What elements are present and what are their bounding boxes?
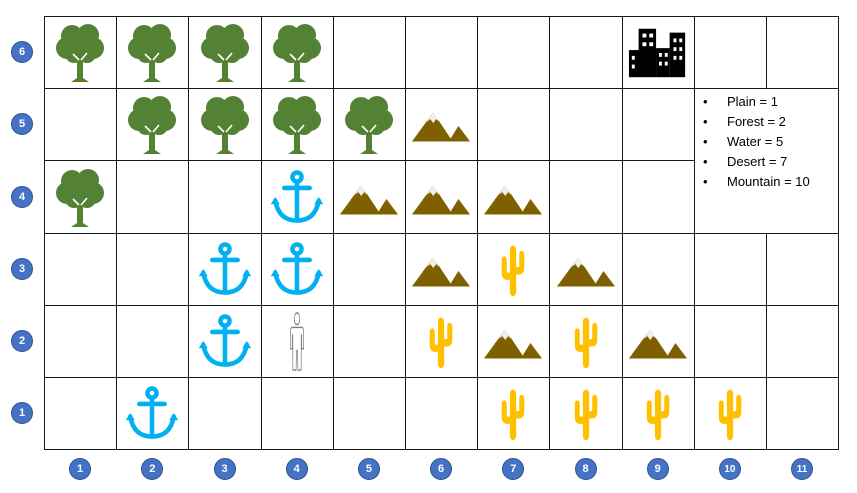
- grid-cell: [693, 16, 767, 90]
- grid-cell: [766, 304, 840, 378]
- column-label: 2: [141, 458, 164, 480]
- column-label: 9: [646, 458, 669, 480]
- grid-cell: [44, 232, 118, 306]
- grid-cell: [549, 88, 623, 162]
- tree-icon: [120, 92, 184, 156]
- column-label: 4: [285, 458, 308, 480]
- grid-cell: [621, 160, 695, 234]
- grid-cell: [44, 88, 118, 162]
- mountain-icon: [410, 175, 472, 219]
- grid-cell: [405, 377, 479, 451]
- anchor-icon: [123, 384, 181, 442]
- grid-cell: [549, 16, 623, 90]
- cactus-icon: [710, 384, 750, 442]
- grid-cell: [116, 160, 190, 234]
- grid-cell: [116, 232, 190, 306]
- grid-cell: [693, 304, 767, 378]
- tree-icon: [48, 165, 112, 229]
- mountain-icon: [410, 102, 472, 146]
- mountain-icon: [555, 247, 617, 291]
- grid-cell: [621, 232, 695, 306]
- column-label: 6: [430, 458, 453, 480]
- city-buildings-icon: [627, 21, 689, 83]
- tree-icon: [48, 20, 112, 84]
- anchor-icon: [196, 312, 254, 370]
- grid-cell: [549, 232, 623, 306]
- column-label: 7: [502, 458, 525, 480]
- row-label: 6: [11, 41, 33, 64]
- mountain-icon: [627, 319, 689, 363]
- mountain-icon: [410, 247, 472, 291]
- person-icon: [282, 310, 312, 372]
- cactus-icon: [493, 240, 533, 298]
- grid-cell: [549, 160, 623, 234]
- column-label: 10: [718, 458, 741, 480]
- grid-cell: [477, 160, 551, 234]
- cactus-icon: [493, 384, 533, 442]
- column-label: 5: [357, 458, 380, 480]
- cactus-icon: [638, 384, 678, 442]
- grid-cell: [405, 232, 479, 306]
- legend-item-forest: Forest = 2: [700, 112, 810, 132]
- grid-cell: [621, 304, 695, 378]
- column-label: 1: [69, 458, 92, 480]
- cactus-icon: [566, 312, 606, 370]
- grid-cell: [332, 232, 406, 306]
- grid-cell: [44, 377, 118, 451]
- anchor-icon: [268, 168, 326, 226]
- grid-cell: [477, 16, 551, 90]
- grid-cell: [332, 304, 406, 378]
- grid-cell: [188, 160, 262, 234]
- mountain-icon: [482, 175, 544, 219]
- column-label: 11: [791, 458, 814, 480]
- grid-cell: [405, 88, 479, 162]
- terrain-cost-legend: Plain = 1 Forest = 2 Water = 5 Desert = …: [700, 92, 810, 192]
- column-label: 8: [574, 458, 597, 480]
- tree-icon: [193, 92, 257, 156]
- grid-cell: [260, 377, 334, 451]
- tree-icon: [265, 92, 329, 156]
- anchor-icon: [196, 240, 254, 298]
- grid-cell: [766, 232, 840, 306]
- row-label: 3: [11, 257, 33, 280]
- row-label: 4: [11, 185, 33, 208]
- cactus-icon: [566, 384, 606, 442]
- grid-cell: [188, 377, 262, 451]
- tree-icon: [337, 92, 401, 156]
- grid-cell: [477, 88, 551, 162]
- terrain-grid: [44, 16, 840, 451]
- tree-icon: [120, 20, 184, 84]
- mountain-icon: [338, 175, 400, 219]
- cactus-icon: [421, 312, 461, 370]
- grid-cell: [766, 377, 840, 451]
- grid-cell: [44, 304, 118, 378]
- legend-item-plain: Plain = 1: [700, 92, 810, 112]
- grid-cell: [766, 16, 840, 90]
- legend-item-water: Water = 5: [700, 132, 810, 152]
- grid-cell: [116, 304, 190, 378]
- grid-cell: [693, 232, 767, 306]
- row-label: 5: [11, 113, 33, 136]
- row-label: 2: [11, 329, 33, 352]
- legend-item-mountain: Mountain = 10: [700, 172, 810, 192]
- grid-cell: [477, 304, 551, 378]
- grid-cell: [332, 377, 406, 451]
- column-label: 3: [213, 458, 236, 480]
- grid-cell: [621, 88, 695, 162]
- row-label: 1: [11, 402, 33, 425]
- mountain-icon: [482, 319, 544, 363]
- anchor-icon: [268, 240, 326, 298]
- legend-item-desert: Desert = 7: [700, 152, 810, 172]
- tree-icon: [265, 20, 329, 84]
- tree-icon: [193, 20, 257, 84]
- grid-cell: [405, 16, 479, 90]
- grid-cell: [332, 16, 406, 90]
